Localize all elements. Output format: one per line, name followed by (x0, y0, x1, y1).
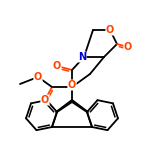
Text: O: O (106, 25, 114, 35)
Text: N: N (78, 52, 86, 62)
Text: O: O (41, 95, 49, 105)
Text: O: O (124, 42, 132, 52)
Text: O: O (53, 61, 61, 71)
Text: O: O (34, 72, 42, 82)
Text: O: O (68, 80, 76, 90)
